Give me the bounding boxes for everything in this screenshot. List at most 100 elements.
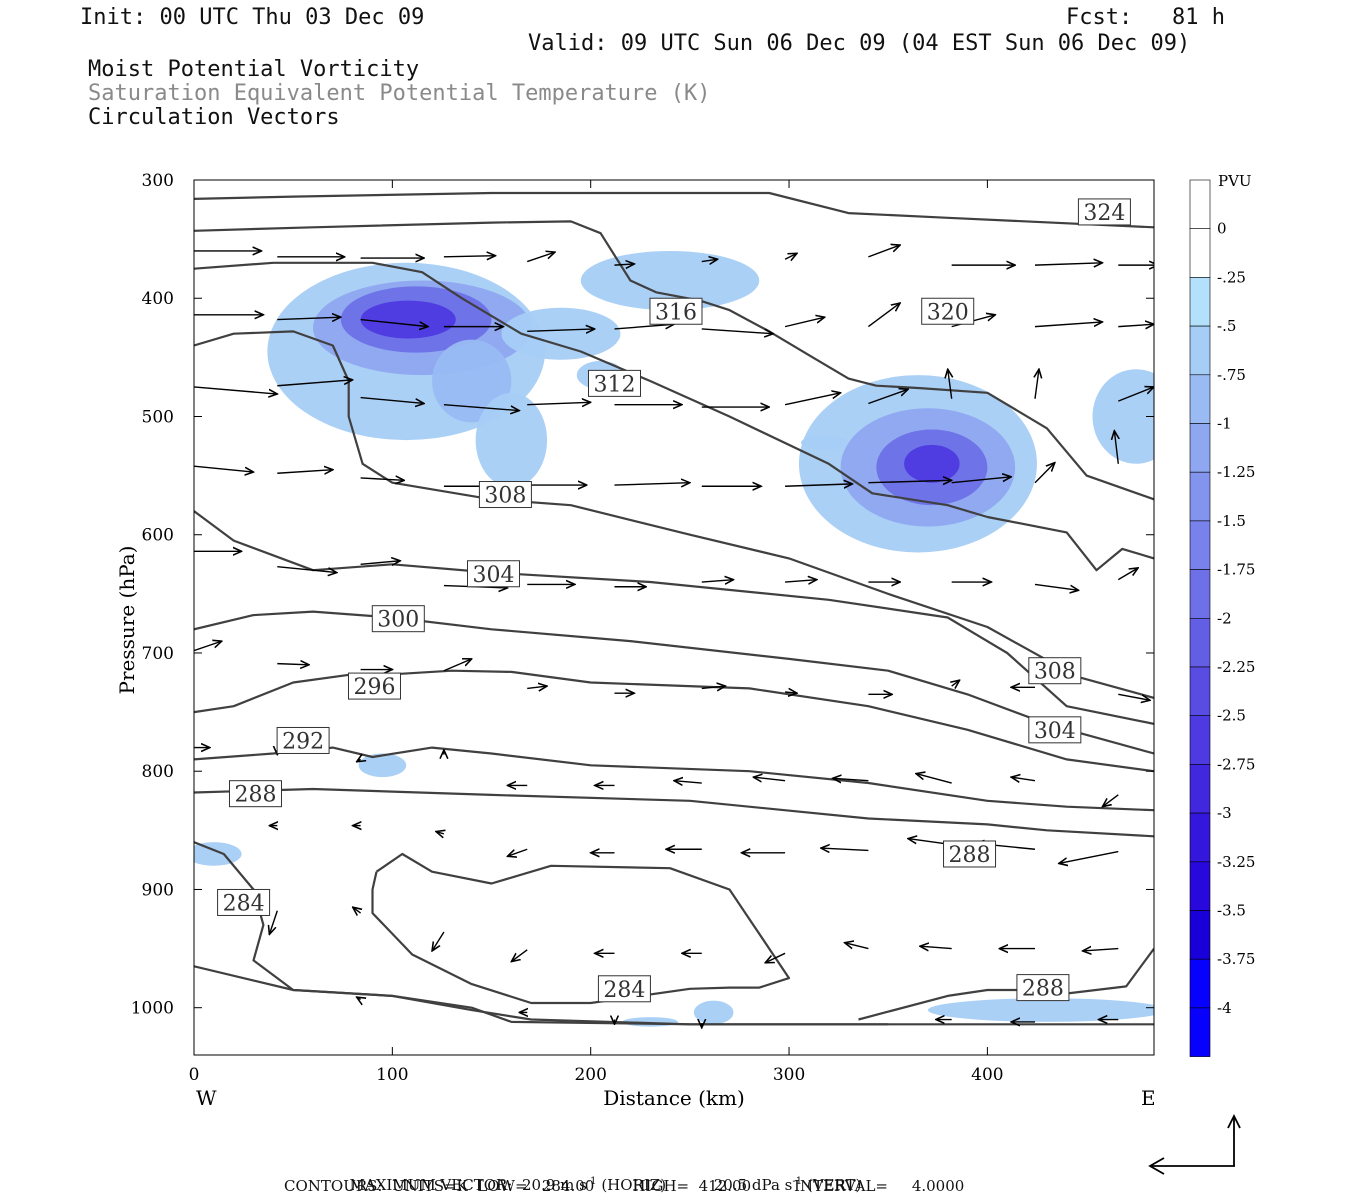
circulation-vector <box>194 465 254 472</box>
x-tick-label: 100 <box>376 1065 408 1085</box>
init-time-label: Init: 00 UTC Thu 03 Dec 09 <box>80 5 425 30</box>
theta-contour-line <box>194 510 1154 725</box>
contour-label-box <box>587 369 641 397</box>
theta-contour-line <box>194 669 1154 773</box>
colorbar-swatch <box>1189 764 1211 814</box>
circulation-vector <box>948 369 952 399</box>
colorbar-swatch <box>1189 1007 1211 1057</box>
contour-labels: 324 320 316 312 308 304 300 308 296 304 292 288 288 2… <box>217 198 1131 1003</box>
circulation-vector <box>784 317 825 328</box>
circulation-vector <box>868 245 900 258</box>
colorbar-swatch <box>1189 715 1211 765</box>
circulation-vector <box>1034 463 1055 484</box>
circulation-vector <box>1059 850 1119 864</box>
colorbar-level-label: -.5 <box>1217 317 1236 335</box>
circulation-vector <box>1034 322 1102 328</box>
contour-label-text: 284 <box>223 891 265 916</box>
y-tick-label: 600 <box>142 526 174 546</box>
theta-contour-line <box>194 220 1154 501</box>
colorbar-swatch <box>1189 471 1211 522</box>
contour-label-text: 320 <box>927 300 969 325</box>
colorbar-level-label: -3.5 <box>1217 902 1246 920</box>
pv-colorbar: PVU 0 -.25 -.5 -.75 -1 -1.25 -1.5 -1.75 -2 -2.25 -2… <box>1189 172 1255 1057</box>
y-tick-label: 700 <box>142 644 174 664</box>
x-tick-label: 300 <box>773 1065 805 1085</box>
max-vector-key <box>1148 1113 1241 1175</box>
contour-label-box <box>597 975 651 1003</box>
circulation-vector <box>1114 431 1118 464</box>
colorbar-level-label: -4 <box>1217 999 1232 1017</box>
max-vert-value: 20.5 dPa s <box>713 1176 793 1194</box>
pv-blob <box>904 444 960 483</box>
y-axis-title: Pressure (hPa) <box>115 546 139 695</box>
vert-exponent: -1 <box>792 1176 803 1187</box>
colorbar-swatch <box>1189 374 1211 424</box>
contour-label-box <box>1016 974 1070 1002</box>
circulation-vector <box>701 580 734 582</box>
circulation-vector <box>785 580 817 582</box>
pv-blob <box>1092 369 1154 464</box>
colorbar-level-label: -.25 <box>1217 268 1246 286</box>
pv-blob <box>800 435 849 450</box>
circulation-vector <box>765 952 786 962</box>
contour-label-text: 288 <box>1022 977 1064 1002</box>
colorbar-swatch <box>1189 910 1211 960</box>
pv-blob <box>475 392 548 488</box>
colorbar-level-label: -1 <box>1217 415 1232 433</box>
horiz-unit: (HORIZ) <box>601 1176 667 1194</box>
colorbar-level-label: -.75 <box>1217 366 1246 384</box>
contour-label: 304 <box>1028 716 1082 744</box>
circulation-vector <box>527 686 547 688</box>
contour-label: 288 <box>228 780 282 808</box>
circulation-vector <box>507 848 528 856</box>
circulation-vector <box>867 303 900 328</box>
contour-label: 312 <box>587 369 641 397</box>
field-title-theta-es: Saturation Equivalent Potential Temperat… <box>88 81 711 106</box>
colorbar-swatch <box>1189 666 1211 717</box>
circulation-vector <box>753 777 786 781</box>
contour-label: 320 <box>921 297 975 325</box>
circulation-vector <box>1034 583 1079 590</box>
circulation-vector <box>443 256 496 257</box>
colorbar-swatch <box>1189 228 1211 278</box>
circulation-vector <box>360 318 428 327</box>
circulation-vector <box>785 692 797 693</box>
theta-contour-line <box>194 787 1154 838</box>
circulation-vector <box>360 396 424 404</box>
contour-label-box <box>478 481 532 509</box>
axis-ticks <box>193 179 1154 1055</box>
circulation-vector <box>277 664 309 665</box>
colorbar-level-label: 0 <box>1217 220 1227 238</box>
west-label: W <box>196 1086 217 1110</box>
contour-label-text: 300 <box>377 608 419 633</box>
theta-contour-line <box>194 965 889 1026</box>
pv-blob <box>693 1000 734 1025</box>
horiz-exponent: -1 <box>586 1176 597 1187</box>
x-tick-label: 0 <box>189 1065 200 1085</box>
circulation-vector <box>701 328 773 334</box>
contour-label: 288 <box>1016 974 1070 1002</box>
circulation-vector <box>526 252 555 263</box>
colorbar-swatch <box>1189 861 1211 911</box>
circulation-vector <box>1102 794 1119 807</box>
contour-label-box <box>228 780 282 808</box>
max-vector-label: MAXIMUM VECTOR: <box>349 1176 513 1194</box>
contour-label: 308 <box>478 481 532 509</box>
colorbar-swatch <box>1189 958 1211 1009</box>
y-tick-label: 400 <box>142 289 174 309</box>
x-tick-label: 400 <box>971 1065 1003 1085</box>
circulation-vector <box>1083 949 1119 951</box>
x-axis-title: Distance (km) <box>603 1086 745 1110</box>
theta-contour-line <box>371 852 791 1005</box>
circulation-vector <box>357 997 361 999</box>
colorbar-level-label: -1.5 <box>1217 512 1246 530</box>
colorbar-level-label: -2.75 <box>1217 755 1255 773</box>
contour-label: 316 <box>649 297 703 325</box>
contour-label: 324 <box>1077 198 1131 226</box>
circulation-vector <box>269 910 278 935</box>
colorbar-level-label: -2.25 <box>1217 658 1255 676</box>
contour-label: 284 <box>217 888 271 916</box>
vert-unit: (VERT) <box>806 1176 862 1194</box>
circulation-vector <box>845 943 869 950</box>
contour-label-box <box>921 297 975 325</box>
